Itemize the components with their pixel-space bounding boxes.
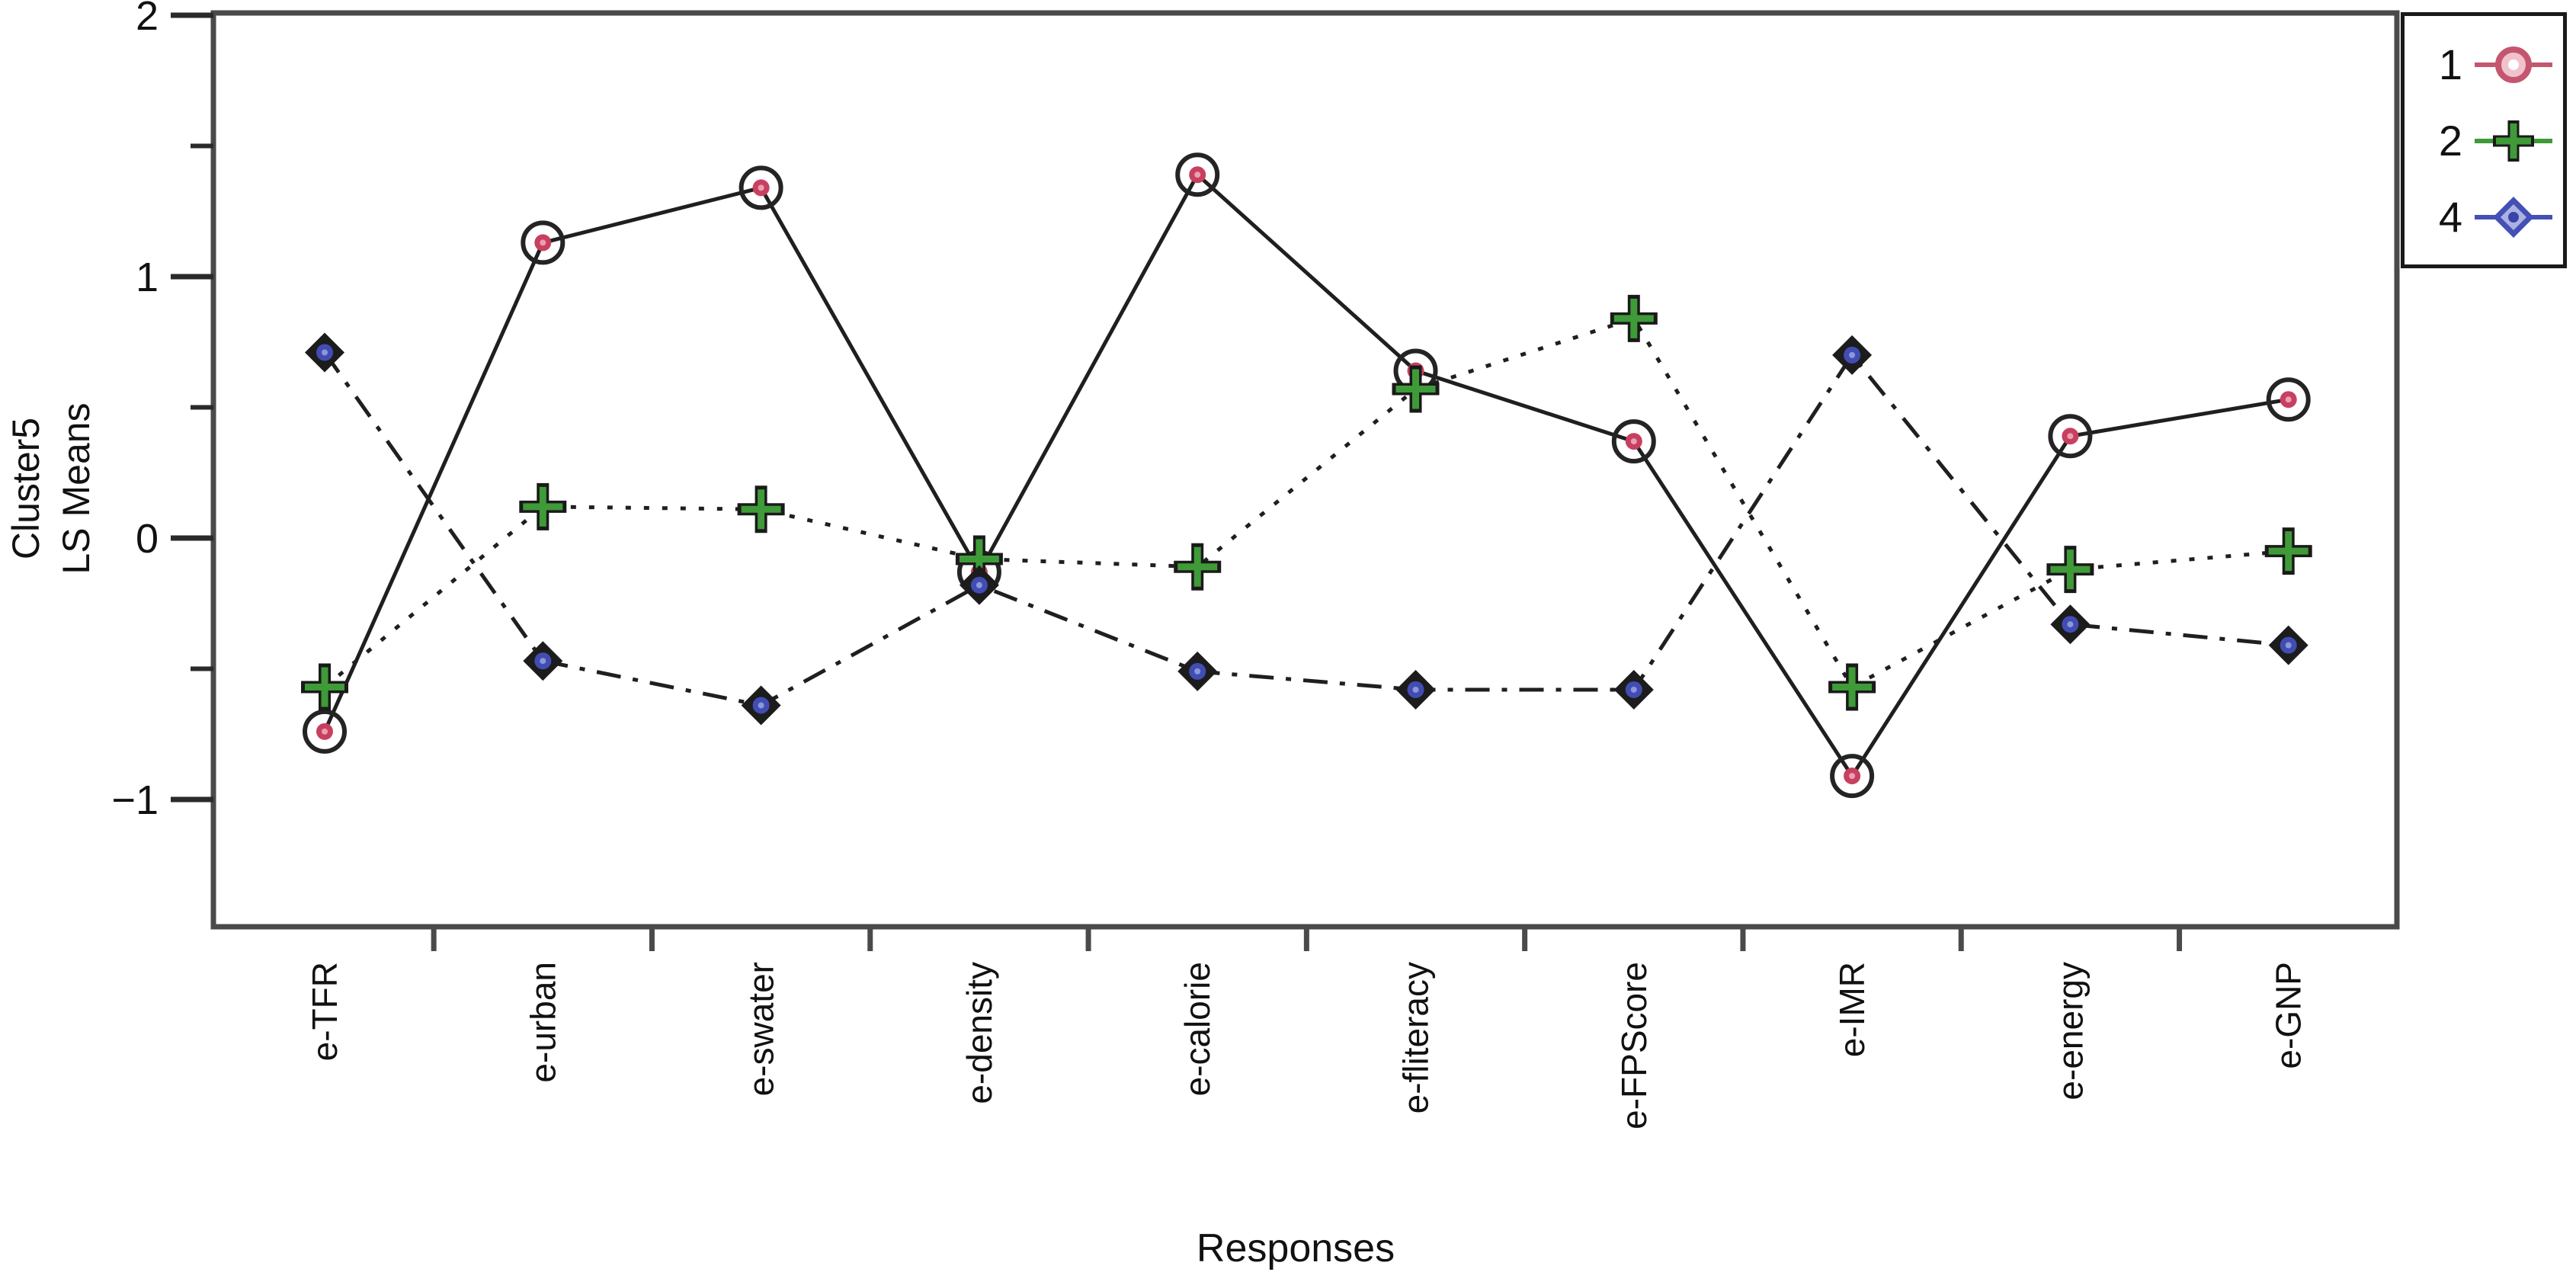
series-1-marker	[1830, 754, 1875, 799]
series-4-marker	[2268, 625, 2308, 665]
y-tick-label: 1	[136, 255, 159, 300]
y-axis-title-line1: Cluster5	[5, 417, 47, 560]
category-label: e-urban	[523, 962, 562, 1083]
series-1-marker	[739, 165, 783, 210]
series-2-marker	[2046, 546, 2094, 594]
series-4-marker	[305, 332, 344, 373]
series-4-marker	[1177, 651, 1218, 691]
series-2-marker	[301, 663, 348, 711]
series-2-marker	[2264, 527, 2312, 575]
legend-label-2: 2	[2438, 117, 2462, 165]
series-1-line	[322, 171, 2289, 780]
legend-item-2: 2	[2405, 103, 2563, 179]
category-label: e-TFR	[305, 962, 344, 1061]
series-2-marker	[1828, 663, 1876, 711]
y-tick-label: 0	[136, 516, 159, 562]
series-4-marker	[2050, 604, 2091, 645]
series-1-marker	[1175, 152, 1220, 197]
x-axis-title: Responses	[1196, 1226, 1395, 1270]
series-2-marker	[1174, 543, 1222, 591]
legend: 1 2 4	[2401, 12, 2567, 268]
series-4-marker	[1613, 669, 1654, 710]
category-label: e-density	[960, 962, 999, 1104]
category-label: e-energy	[2050, 962, 2090, 1101]
series-1-marker	[2048, 414, 2093, 459]
category-label: e-fliteracy	[1396, 962, 1436, 1113]
y-axis-title-line2: LS Means	[55, 402, 98, 575]
category-label: e-IMR	[1832, 962, 1872, 1057]
series-4-diamond-icon	[2470, 192, 2557, 242]
series-1-marker	[303, 709, 347, 754]
series-2-marker	[1610, 294, 1658, 342]
legend-label-4: 4	[2438, 193, 2462, 241]
series-1-marker	[521, 220, 566, 265]
y-tick-label: −1	[111, 777, 159, 823]
series-4-line	[322, 351, 2289, 708]
legend-item-4: 4	[2405, 179, 2563, 255]
category-label: e-calorie	[1177, 962, 1217, 1096]
category-label: e-GNP	[2269, 962, 2308, 1069]
series-4-marker	[1832, 335, 1873, 375]
series-1-marker	[2266, 377, 2311, 422]
series-4-marker	[741, 685, 781, 726]
series-4-marker	[1395, 669, 1436, 710]
series-2-marker	[1392, 365, 1440, 413]
category-label: e-swater	[742, 962, 781, 1096]
legend-item-1: 1	[2405, 27, 2563, 103]
series-2-line	[323, 316, 2289, 690]
category-label: e-FPScore	[1614, 962, 1654, 1129]
series-2-plus-icon	[2470, 116, 2557, 166]
y-tick-label: 2	[136, 0, 159, 39]
legend-label-1: 1	[2438, 40, 2462, 88]
series-4-marker	[523, 641, 563, 681]
series-1-circle-icon	[2470, 40, 2557, 90]
series-1-marker	[1611, 419, 1656, 464]
series-2-marker	[519, 482, 567, 530]
series-2-marker	[737, 485, 785, 533]
series-4-marker	[959, 565, 999, 605]
plot-frame	[210, 10, 2400, 930]
